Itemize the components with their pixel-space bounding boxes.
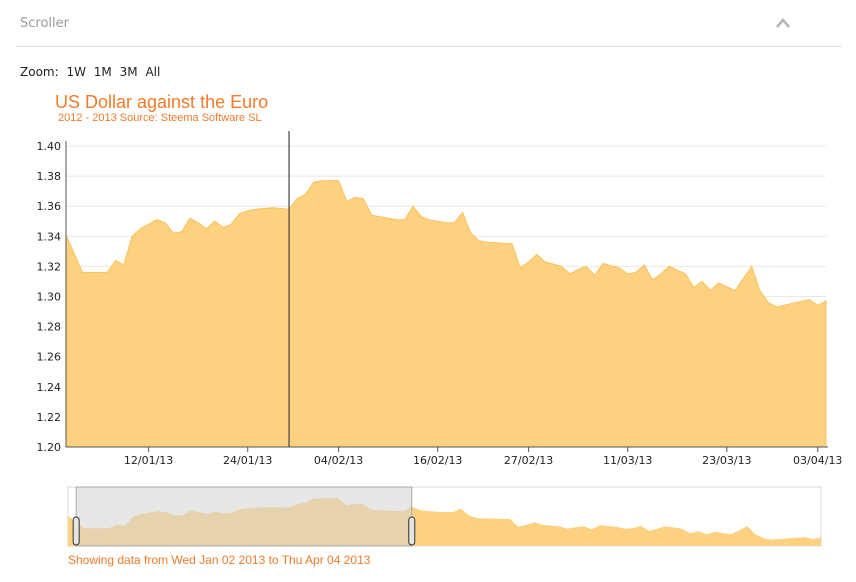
zoom-all-button[interactable]: All [145, 65, 161, 79]
navigator-selection[interactable] [75, 486, 413, 547]
zoom-1w-button[interactable]: 1W [66, 65, 86, 79]
chart-title: US Dollar against the Euro [55, 92, 269, 112]
y-tick-label: 1.30 [37, 291, 62, 304]
navigator-right-handle[interactable] [408, 516, 416, 546]
chart-subtitle: 2012 - 2013 Source: Steema Software SL [58, 112, 262, 124]
x-tick-label: 27/02/13 [504, 454, 553, 467]
y-tick-label: 1.22 [37, 411, 62, 424]
y-tick-label: 1.34 [37, 230, 62, 243]
y-tick-label: 1.36 [37, 200, 62, 213]
chevron-up-icon[interactable] [776, 17, 790, 29]
zoom-1m-button[interactable]: 1M [93, 65, 112, 79]
panel-header: Scroller [16, 0, 842, 47]
x-tick-label: 11/03/13 [603, 454, 652, 467]
x-tick-label: 03/04/13 [793, 454, 842, 467]
zoom-label: Zoom: [20, 65, 59, 79]
y-tick-label: 1.20 [37, 441, 62, 454]
status-text: Showing data from Wed Jan 02 2013 to Thu… [68, 553, 371, 567]
y-tick-label: 1.32 [37, 260, 62, 273]
zoom-bar: Zoom: 1W 1M 3M All [20, 65, 164, 79]
y-tick-label: 1.26 [37, 351, 62, 364]
x-tick-label: 12/01/13 [124, 454, 173, 467]
y-tick-label: 1.24 [37, 381, 62, 394]
y-tick-label: 1.38 [37, 170, 62, 183]
y-tick-label: 1.40 [37, 140, 62, 153]
navigator-left-handle[interactable] [72, 516, 80, 546]
panel-title: Scroller [20, 16, 69, 31]
x-tick-label: 23/03/13 [702, 454, 751, 467]
x-tick-label: 24/01/13 [223, 454, 272, 467]
y-tick-label: 1.28 [37, 321, 62, 334]
x-tick-label: 16/02/13 [413, 454, 462, 467]
x-tick-label: 04/02/13 [314, 454, 363, 467]
zoom-3m-button[interactable]: 3M [119, 65, 138, 79]
area-series [65, 180, 827, 448]
